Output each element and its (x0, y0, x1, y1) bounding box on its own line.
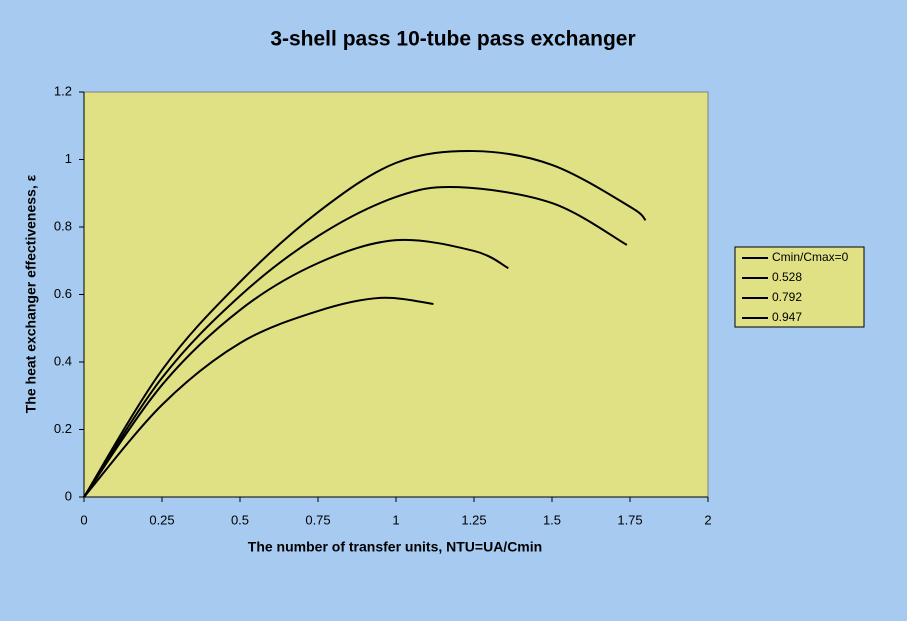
x-tick-label: 1 (392, 512, 399, 527)
plot-area (83, 91, 709, 498)
chart-title: 3-shell pass 10-tube pass exchanger (270, 28, 635, 51)
x-tick-label: 1.75 (617, 512, 642, 527)
legend-box (734, 246, 865, 328)
y-tick-label: 1 (65, 151, 72, 166)
legend-label: 0.792 (772, 290, 802, 304)
y-tick-label: 0 (65, 488, 72, 503)
x-tick-label: 2 (704, 512, 711, 527)
x-tick-label: 0 (80, 512, 87, 527)
legend-label: 0.947 (772, 310, 802, 324)
y-axis-label: The heat exchanger effectiveness, ε (23, 174, 39, 413)
x-tick-label: 0.75 (305, 512, 330, 527)
series-line (83, 150, 647, 498)
legend-label: 0.528 (772, 270, 802, 284)
x-tick-label: 1.5 (543, 512, 561, 527)
y-tick-label: 0.2 (54, 421, 72, 436)
y-tick-label: 0.6 (54, 286, 72, 301)
series-line (83, 238, 509, 498)
x-tick-label: 0.25 (149, 512, 174, 527)
y-tick-label: 0.4 (54, 353, 72, 368)
series-line (83, 296, 434, 498)
x-tick-label: 0.5 (231, 512, 249, 527)
x-axis-label: The number of transfer units, NTU=UA/Cmi… (248, 539, 542, 555)
legend-label: Cmin/Cmax=0 (772, 250, 849, 264)
y-tick-label: 1.2 (54, 83, 72, 98)
x-tick-label: 1.25 (461, 512, 486, 527)
y-tick-label: 0.8 (54, 218, 72, 233)
series-line (83, 185, 628, 498)
